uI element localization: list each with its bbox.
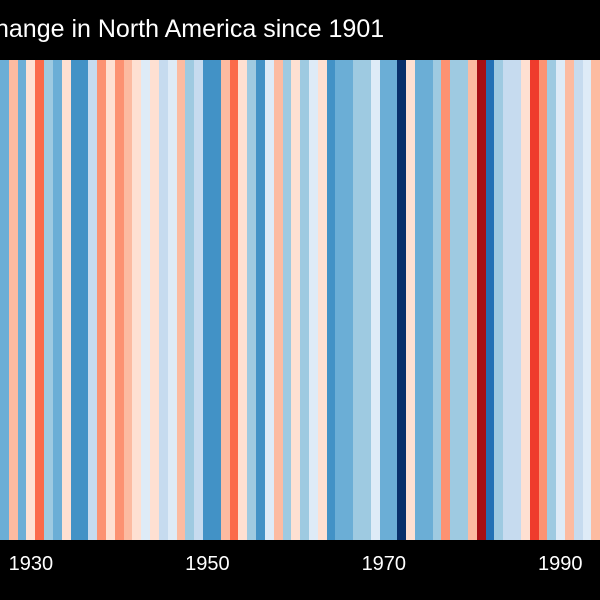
stripe-1992 xyxy=(573,60,583,540)
stripe-1983 xyxy=(494,60,504,540)
stripe-1986 xyxy=(520,60,530,540)
stripe-1939 xyxy=(105,60,115,540)
stripe-1957 xyxy=(264,60,274,540)
stripe-1974 xyxy=(414,60,424,540)
stripe-1945 xyxy=(158,60,168,540)
stripe-1960 xyxy=(291,60,301,540)
stripe-1988 xyxy=(538,60,548,540)
stripe-1991 xyxy=(565,60,574,540)
stripe-1941 xyxy=(123,60,133,540)
stripe-1968 xyxy=(361,60,371,540)
stripe-1985 xyxy=(512,60,521,540)
stripe-1935 xyxy=(70,60,80,540)
stripe-1971 xyxy=(388,60,398,540)
stripe-1973 xyxy=(406,60,415,540)
stripe-1970 xyxy=(379,60,389,540)
chart-title: hange in North America since 1901 xyxy=(0,15,385,43)
stripe-1977 xyxy=(441,60,451,540)
stripe-1930 xyxy=(26,60,36,540)
stripe-1927 xyxy=(0,60,9,540)
stripe-1932 xyxy=(44,60,53,540)
stripes-area xyxy=(0,60,600,540)
x-tick-label: 1950 xyxy=(185,553,230,575)
stripe-1933 xyxy=(52,60,62,540)
stripe-1949 xyxy=(194,60,204,540)
stripe-1962 xyxy=(308,60,318,540)
stripe-1931 xyxy=(35,60,45,540)
stripe-1961 xyxy=(300,60,309,540)
stripe-1934 xyxy=(61,60,71,540)
stripe-1989 xyxy=(547,60,557,540)
stripe-1969 xyxy=(370,60,380,540)
stripe-1950 xyxy=(203,60,212,540)
stripe-1966 xyxy=(344,60,354,540)
stripe-1938 xyxy=(97,60,106,540)
stripe-1937 xyxy=(88,60,98,540)
stripe-1929 xyxy=(17,60,27,540)
stripe-1954 xyxy=(238,60,248,540)
stripe-1978 xyxy=(450,60,460,540)
stripe-1987 xyxy=(529,60,539,540)
stripe-1980 xyxy=(467,60,477,540)
stripe-1972 xyxy=(397,60,407,540)
stripe-1975 xyxy=(423,60,433,540)
stripe-1944 xyxy=(150,60,159,540)
stripe-1956 xyxy=(256,60,265,540)
stripe-1940 xyxy=(114,60,124,540)
stripe-1981 xyxy=(476,60,486,540)
x-tick-label: 1970 xyxy=(361,553,407,575)
stripe-1955 xyxy=(247,60,257,540)
stripe-1952 xyxy=(220,60,230,540)
stripe-1993 xyxy=(582,60,592,540)
stripe-1942 xyxy=(132,60,142,540)
stripe-1946 xyxy=(167,60,177,540)
stripe-1984 xyxy=(503,60,513,540)
stripe-1976 xyxy=(432,60,442,540)
stripe-1982 xyxy=(485,60,495,540)
stripe-1948 xyxy=(185,60,195,540)
stripe-1947 xyxy=(176,60,186,540)
stripe-1928 xyxy=(8,60,18,540)
stripe-1994 xyxy=(591,60,600,540)
x-tick-label: 1990 xyxy=(538,553,583,575)
stripe-1953 xyxy=(229,60,239,540)
stripe-1958 xyxy=(273,60,283,540)
stripe-1990 xyxy=(556,60,565,540)
stripe-1965 xyxy=(335,60,345,540)
stripe-1963 xyxy=(317,60,327,540)
stripe-1943 xyxy=(141,60,151,540)
stripe-1967 xyxy=(353,60,362,540)
stripe-1951 xyxy=(211,60,221,540)
stripe-1979 xyxy=(459,60,468,540)
stripe-1964 xyxy=(326,60,336,540)
stripe-1936 xyxy=(79,60,89,540)
stripe-1959 xyxy=(282,60,292,540)
x-tick-label: 1930 xyxy=(8,553,54,575)
